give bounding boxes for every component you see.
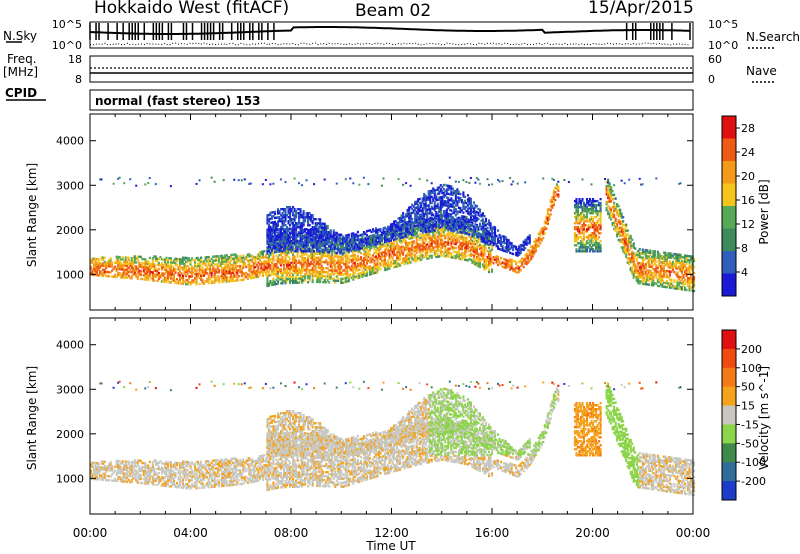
nsky-tick-bottom: 10^0 — [52, 39, 82, 52]
colorbar-tick-label: -200 — [741, 475, 766, 488]
nsearch-tick-bottom: 10^0 — [708, 39, 738, 52]
colorbar-tick-label: 12 — [741, 218, 755, 231]
colorbar-tick-label: -50 — [741, 437, 759, 450]
y-tick-label: 1000 — [56, 268, 84, 281]
colorbar-tick-label: -15 — [741, 418, 759, 431]
nsky-label: N.Sky — [3, 29, 38, 43]
site-title: Hokkaido West (fitACF) — [94, 0, 290, 18]
x-axis-label: Time UT — [365, 539, 416, 553]
colorbar-tick-label: 16 — [741, 194, 755, 207]
colorbar-tick-label: 100 — [741, 362, 762, 375]
velocity-colorbar-label: Velocity [m s^-1] — [757, 366, 771, 470]
date-label: 15/Apr/2015 — [588, 0, 694, 18]
freq-tick-top: 18 — [68, 53, 82, 66]
velocity-ylabel: Slant Range [km] — [25, 366, 39, 470]
y-tick-label: 3000 — [56, 383, 84, 396]
y-tick-label: 3000 — [56, 179, 84, 192]
colorbar-tick-label: 50 — [741, 381, 755, 394]
x-tick-label: 12:00 — [374, 526, 409, 540]
colorbar-tick-label: 28 — [741, 122, 755, 135]
cpid-text: normal (fast stereo) 153 — [95, 94, 261, 108]
nave-tick-top: 60 — [708, 53, 722, 66]
nsearch-label: N.Search — [746, 30, 800, 44]
y-tick-label: 4000 — [56, 339, 84, 352]
power-ylabel: Slant Range [km] — [25, 163, 39, 267]
nave-label: Nave — [746, 64, 777, 78]
y-tick-label: 2000 — [56, 428, 84, 441]
power-colorbar: 4 8 12 16 20 24 28 — [721, 115, 755, 297]
x-axis: 00:00 04:00 08:00 12:00 16:00 20:00 00:00 — [73, 526, 711, 540]
nsky-spikes — [89, 23, 691, 40]
x-tick-label: 00:00 — [73, 526, 108, 540]
colorbar-tick-label: 15 — [741, 400, 755, 413]
colorbar-tick-label: 4 — [741, 266, 748, 279]
x-tick-label: 00:00 — [676, 526, 711, 540]
power-heatmap — [90, 176, 696, 293]
y-tick-label: 2000 — [56, 224, 84, 237]
velocity-heatmap — [90, 380, 696, 497]
beam-label: Beam 02 — [355, 1, 432, 21]
power-axes: 1000 2000 3000 4000 — [56, 114, 694, 310]
nave-tick-bottom: 0 — [708, 73, 715, 86]
freq-label: Freq. — [7, 52, 37, 66]
nsearch-trace — [89, 42, 691, 46]
velocity-colorbar: 200 100 50 15 -15 -50 -100 -200 — [721, 329, 766, 501]
colorbar-tick-label: -100 — [741, 456, 766, 469]
x-tick-label: 20:00 — [575, 526, 610, 540]
power-colorbar-label: Power [dB] — [757, 179, 771, 244]
velocity-axes: 1000 2000 3000 4000 — [56, 318, 694, 514]
x-tick-label: 08:00 — [274, 526, 309, 540]
nsky-tick-top: 10^5 — [52, 18, 82, 31]
x-tick-label: 16:00 — [475, 526, 510, 540]
colorbar-tick-label: 20 — [741, 170, 755, 183]
colorbar-tick-label: 24 — [741, 146, 755, 159]
nsearch-tick-top: 10^5 — [708, 18, 738, 31]
cpid-label: CPID — [5, 86, 38, 100]
nsky-trace — [89, 26, 691, 35]
colorbar-tick-label: 8 — [741, 242, 748, 255]
y-tick-label: 4000 — [56, 135, 84, 148]
freq-tick-bottom: 8 — [75, 73, 82, 86]
colorbar-tick-label: 200 — [741, 343, 762, 356]
freq-unit-label: [MHz] — [3, 65, 39, 79]
y-tick-label: 1000 — [56, 472, 84, 485]
x-tick-label: 04:00 — [173, 526, 208, 540]
